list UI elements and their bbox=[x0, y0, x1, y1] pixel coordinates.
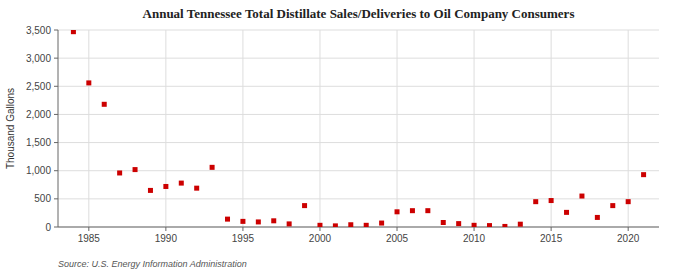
point bbox=[287, 221, 292, 226]
tick-label: 3,500 bbox=[26, 25, 51, 36]
point bbox=[333, 223, 338, 227]
grid-line bbox=[628, 30, 629, 227]
point bbox=[564, 210, 569, 215]
tick-mark bbox=[54, 227, 58, 228]
point bbox=[626, 199, 631, 204]
tick-label: 2015 bbox=[540, 233, 563, 244]
point bbox=[441, 220, 446, 225]
point bbox=[194, 186, 199, 191]
tick-mark bbox=[474, 227, 475, 231]
tick-mark bbox=[54, 198, 58, 199]
grid-line bbox=[551, 30, 552, 227]
points bbox=[71, 30, 646, 227]
chart-container: Annual Tennessee Total Distillate Sales/… bbox=[0, 0, 675, 275]
tick-label: 2000 bbox=[309, 233, 332, 244]
tick-label: 1,500 bbox=[26, 137, 51, 148]
point bbox=[502, 224, 507, 227]
tick-label: 1985 bbox=[78, 233, 101, 244]
tick-label: 0 bbox=[45, 222, 51, 233]
grid bbox=[58, 30, 659, 227]
point bbox=[148, 188, 153, 193]
tick-mark bbox=[319, 227, 320, 231]
point bbox=[549, 198, 554, 203]
grid-line bbox=[165, 30, 166, 227]
grid-line bbox=[319, 30, 320, 227]
tick-label: 3,000 bbox=[26, 53, 51, 64]
point bbox=[240, 219, 245, 224]
tick-mark bbox=[54, 170, 58, 171]
point bbox=[472, 223, 477, 227]
point bbox=[641, 172, 646, 177]
tick-label: 1995 bbox=[232, 233, 255, 244]
tick-label: 1990 bbox=[155, 233, 178, 244]
tick-label: 2,000 bbox=[26, 109, 51, 120]
point bbox=[456, 221, 461, 226]
point bbox=[317, 223, 322, 227]
point bbox=[348, 222, 353, 227]
tick-mark bbox=[551, 227, 552, 231]
point bbox=[225, 217, 230, 222]
point bbox=[410, 208, 415, 213]
point bbox=[133, 167, 138, 172]
tick-mark bbox=[54, 114, 58, 115]
grid-line bbox=[58, 198, 659, 199]
point bbox=[595, 215, 600, 220]
tick-label: 2005 bbox=[386, 233, 409, 244]
grid-line bbox=[58, 58, 659, 59]
point bbox=[425, 208, 430, 213]
point bbox=[364, 223, 369, 227]
point bbox=[379, 221, 384, 226]
tick-mark bbox=[397, 227, 398, 231]
tick-mark bbox=[88, 227, 89, 231]
grid-line bbox=[242, 30, 243, 227]
grid-line bbox=[397, 30, 398, 227]
point bbox=[395, 209, 400, 214]
point bbox=[302, 203, 307, 208]
point bbox=[610, 203, 615, 208]
point bbox=[579, 194, 584, 199]
axes: 0 500 1,000 1,500 2,000 2,500 3,000 3,500 1985 19… bbox=[26, 25, 659, 245]
tick-mark bbox=[54, 58, 58, 59]
point bbox=[533, 199, 538, 204]
tick-mark bbox=[242, 227, 243, 231]
tick-mark bbox=[54, 86, 58, 87]
grid-line bbox=[58, 114, 659, 115]
grid-line bbox=[58, 170, 659, 171]
source-note: Source: U.S. Energy Information Administ… bbox=[58, 259, 247, 269]
point bbox=[210, 165, 215, 170]
chart: Annual Tennessee Total Distillate Sales/… bbox=[0, 0, 675, 275]
y-axis-line bbox=[58, 30, 59, 227]
tick-label: 2020 bbox=[617, 233, 640, 244]
point bbox=[256, 219, 261, 224]
point bbox=[179, 181, 184, 186]
title: Annual Tennessee Total Distillate Sales/… bbox=[143, 6, 575, 21]
tick-label: 2010 bbox=[463, 233, 486, 244]
tick-mark bbox=[54, 142, 58, 143]
point bbox=[86, 80, 91, 85]
grid-line bbox=[58, 30, 659, 31]
point bbox=[271, 218, 276, 223]
tick-mark bbox=[54, 30, 58, 31]
grid-line bbox=[58, 86, 659, 87]
point bbox=[102, 102, 107, 107]
grid-line bbox=[474, 30, 475, 227]
point bbox=[117, 170, 122, 175]
grid-line bbox=[58, 227, 659, 228]
x-axis-line bbox=[58, 227, 659, 228]
point bbox=[487, 223, 492, 227]
point bbox=[518, 222, 523, 227]
grid-line bbox=[88, 30, 89, 227]
point bbox=[163, 184, 168, 189]
tick-label: 500 bbox=[34, 193, 51, 204]
tick-label: 2,500 bbox=[26, 81, 51, 92]
grid-line bbox=[58, 142, 659, 143]
tick-mark bbox=[628, 227, 629, 231]
point bbox=[71, 30, 76, 34]
tick-mark bbox=[165, 227, 166, 231]
y-axis-label: Thousand Gallons bbox=[5, 88, 16, 169]
tick-label: 1,000 bbox=[26, 165, 51, 176]
